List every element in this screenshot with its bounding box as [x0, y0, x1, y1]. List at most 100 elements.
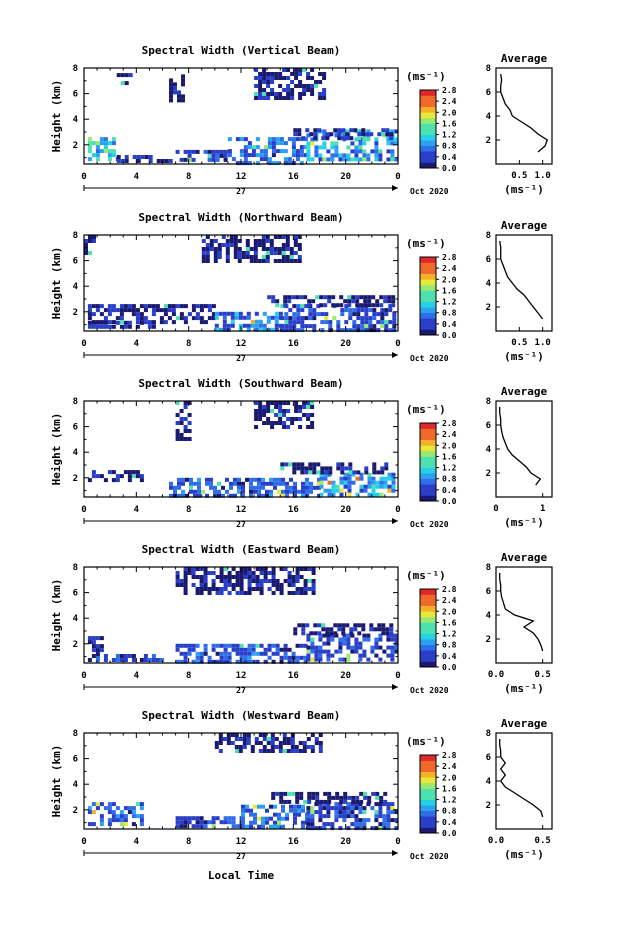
heat-cell	[169, 78, 173, 83]
heat-cell	[341, 136, 346, 141]
heat-cell	[246, 741, 251, 745]
heat-cell	[310, 405, 315, 409]
heat-cell	[95, 802, 100, 807]
y-tick-label: 6	[73, 257, 78, 267]
heat-cell	[187, 157, 192, 162]
colorbar-segment	[420, 605, 436, 612]
heat-cell	[378, 802, 383, 807]
heat-cell	[278, 417, 283, 421]
x-tick-label: 4	[134, 671, 140, 681]
heat-cell	[305, 493, 309, 498]
heat-cell	[187, 312, 192, 317]
heat-cell	[334, 141, 339, 146]
heat-cell	[293, 820, 297, 825]
heat-cell	[246, 315, 251, 320]
heat-cell	[243, 145, 248, 150]
panel-title: Spectral Width (Vertical Beam)	[142, 44, 341, 57]
heat-cell	[197, 477, 201, 482]
heat-cell	[362, 810, 367, 815]
heat-cell	[379, 484, 384, 489]
heat-cell	[278, 72, 283, 76]
heat-cell	[269, 243, 274, 247]
heat-cell	[111, 810, 116, 815]
colorbar-frame	[419, 256, 437, 336]
heat-cell	[369, 132, 374, 137]
heat-cell	[263, 647, 268, 652]
heat-cell	[322, 822, 327, 827]
average-frame	[495, 566, 553, 664]
heat-cell	[233, 481, 237, 486]
heat-cell	[310, 822, 315, 827]
heat-cell	[386, 810, 391, 815]
average-y-tick-label: 8	[486, 563, 491, 573]
heat-cell	[306, 84, 311, 88]
heat-cell	[99, 644, 104, 649]
heat-cell	[253, 239, 258, 243]
heat-cell	[169, 98, 173, 103]
heat-cell	[331, 492, 336, 497]
heat-cell	[275, 299, 280, 304]
heat-cell	[328, 466, 333, 471]
heat-cell	[225, 489, 229, 494]
heat-cell	[310, 413, 315, 417]
heat-cell	[338, 814, 343, 819]
heat-cell	[259, 643, 264, 648]
heat-cell	[386, 633, 391, 638]
heat-cell	[326, 637, 331, 642]
colorbar-tick-label: 0.8	[442, 807, 457, 816]
heat-cell	[234, 749, 239, 753]
heat-cell	[237, 477, 241, 482]
heat-cell	[307, 795, 312, 800]
heat-cell	[227, 655, 232, 660]
heat-cell	[296, 320, 301, 325]
heat-cell	[300, 470, 305, 475]
heat-cell	[299, 575, 304, 579]
heat-cell	[195, 820, 200, 825]
heat-cell	[301, 631, 306, 636]
heat-cell	[322, 129, 327, 134]
heat-cell	[330, 145, 335, 150]
heat-cell	[243, 575, 248, 579]
heat-cell	[303, 799, 308, 804]
colorbar-segment	[420, 106, 436, 113]
heat-cell	[342, 806, 347, 811]
heat-cell	[266, 405, 271, 409]
heat-cell	[235, 575, 240, 579]
heat-cell	[246, 323, 251, 328]
heat-cell	[386, 137, 391, 142]
heat-cell	[371, 791, 376, 796]
colorbar-segment	[420, 95, 436, 102]
heat-cell	[306, 133, 311, 138]
heat-cell	[278, 311, 283, 316]
heat-cell	[193, 489, 197, 494]
x-tick-label: 0	[81, 837, 86, 847]
heat-cell	[270, 737, 275, 741]
y-tick-label: 8	[73, 563, 78, 573]
heat-cell	[388, 308, 393, 313]
heat-cell	[306, 826, 311, 831]
heat-cell	[127, 304, 132, 309]
heat-cell	[254, 68, 259, 72]
heat-cell	[175, 643, 180, 648]
heat-cell	[354, 822, 359, 827]
heat-cell	[304, 470, 309, 475]
heat-cell	[299, 791, 304, 796]
heat-cell	[254, 319, 259, 324]
heat-cell	[217, 481, 221, 486]
heat-cell	[354, 137, 359, 142]
heat-cell	[337, 627, 342, 632]
x-tick-label: 0	[81, 505, 86, 515]
heat-cell	[292, 470, 297, 475]
heat-cell	[199, 587, 204, 591]
heat-cell	[187, 820, 192, 825]
heat-cell	[346, 810, 351, 815]
heat-cell	[299, 795, 304, 800]
heat-cell	[293, 627, 298, 632]
heat-cell	[103, 316, 108, 321]
heat-cell	[306, 645, 311, 650]
heat-cell	[266, 80, 271, 84]
heat-cell	[290, 92, 295, 96]
heat-cell	[223, 647, 228, 652]
heat-cell	[320, 466, 325, 471]
heat-cell	[255, 137, 260, 142]
